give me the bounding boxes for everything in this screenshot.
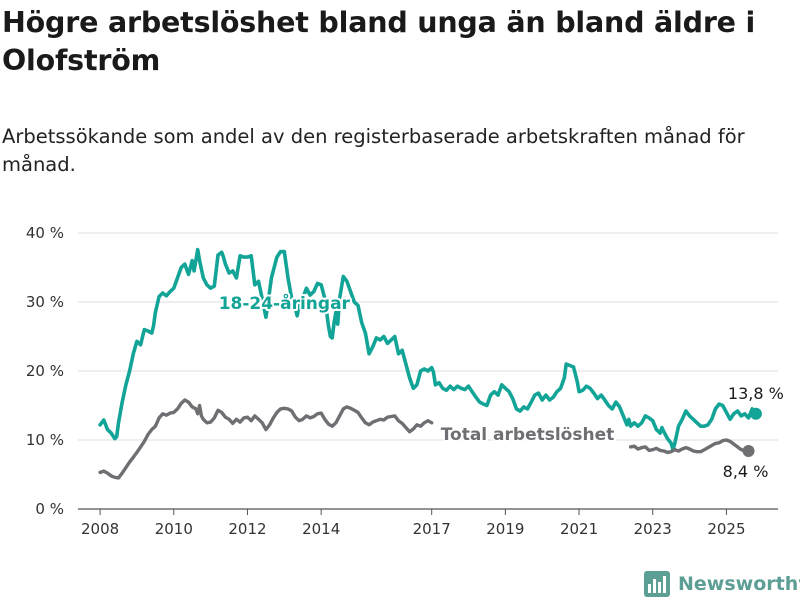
axes: 0 % 10 % 20 % 30 % 40 % 2008 2010 2012 2014 2017 2…: [26, 224, 746, 538]
series-lines: [98, 247, 762, 480]
end-value-total: 8,4 %: [723, 462, 769, 481]
x-tick-label: 2021: [560, 520, 598, 538]
brand-name: Newsworthy: [678, 573, 800, 595]
x-tick-label: 2014: [302, 520, 340, 538]
x-tick-label: 2008: [81, 520, 119, 538]
x-tick-label: 2025: [707, 520, 745, 538]
y-tick-label: 10 %: [26, 431, 64, 449]
chart-title: Högre arbetslöshet bland unga än bland ä…: [2, 6, 756, 77]
series-labels: 13,8 % 8,4 % 18-24-åringar Total arbetslösh…: [217, 290, 784, 481]
series-line-young: [98, 247, 758, 452]
newsworthy-icon: [644, 571, 670, 597]
endpoint-marker-young: [749, 407, 762, 420]
end-value-young: 13,8 %: [728, 384, 784, 403]
endpoint-marker-total: [742, 445, 755, 458]
series-label-total: Total arbetslöshet: [441, 425, 615, 445]
x-tick-label: 2019: [486, 520, 524, 538]
x-tick-label: 2010: [155, 520, 193, 538]
x-tick-label: 2023: [634, 520, 672, 538]
y-tick-label: 0 %: [35, 500, 64, 518]
y-tick-label: 40 %: [26, 224, 64, 242]
series-label-young: 18-24-åringar: [219, 292, 351, 314]
y-tick-label: 20 %: [26, 362, 64, 380]
brand-logo[interactable]: Newsworthy: [644, 568, 800, 600]
chart-subtitle: Arbetssökande som andel av den registerb…: [2, 125, 745, 176]
x-tick-label: 2012: [228, 520, 266, 538]
x-tick-label: 2017: [413, 520, 451, 538]
y-tick-label: 30 %: [26, 293, 64, 311]
series-line-total: [98, 398, 751, 480]
